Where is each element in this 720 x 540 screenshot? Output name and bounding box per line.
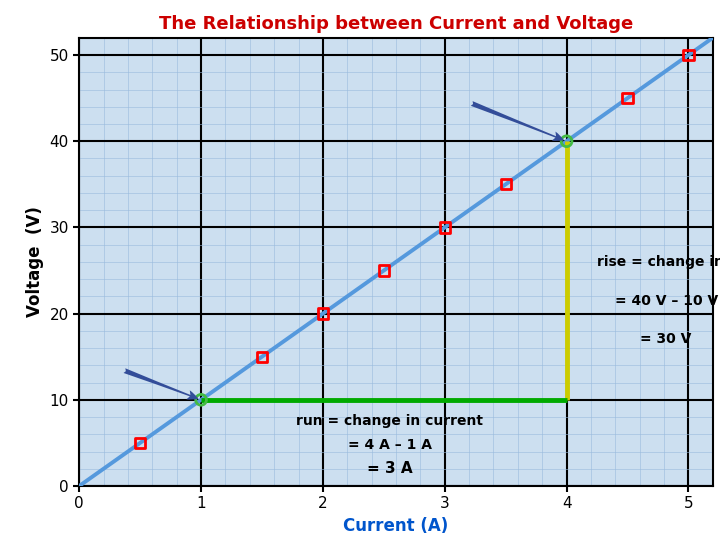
Y-axis label: Voltage  (V): Voltage (V) xyxy=(26,206,44,318)
Text: = 40 V – 10 V: = 40 V – 10 V xyxy=(616,294,719,308)
X-axis label: Current (A): Current (A) xyxy=(343,517,449,535)
Point xyxy=(683,51,694,59)
Text: = 30 V: = 30 V xyxy=(639,333,691,347)
Text: rise = change in voltage: rise = change in voltage xyxy=(597,255,720,269)
Point xyxy=(135,438,146,447)
Point xyxy=(439,223,451,232)
Text: = 4 A – 1 A: = 4 A – 1 A xyxy=(348,438,432,453)
Text: run = change in current: run = change in current xyxy=(297,414,483,428)
Text: = 3 A: = 3 A xyxy=(367,461,413,476)
Point xyxy=(622,94,634,103)
Point xyxy=(256,353,268,361)
Point xyxy=(317,309,328,318)
Point xyxy=(500,180,511,188)
Title: The Relationship between Current and Voltage: The Relationship between Current and Vol… xyxy=(159,16,633,33)
Point xyxy=(561,137,572,146)
Point xyxy=(378,266,390,275)
Point xyxy=(195,395,207,404)
